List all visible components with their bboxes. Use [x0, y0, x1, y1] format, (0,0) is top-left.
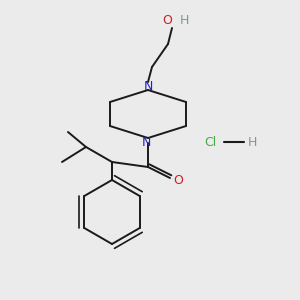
- Text: H: H: [247, 136, 257, 148]
- Text: N: N: [141, 136, 151, 149]
- Text: O: O: [162, 14, 172, 26]
- Text: O: O: [173, 173, 183, 187]
- Text: H: H: [179, 14, 189, 26]
- Text: Cl: Cl: [204, 136, 216, 148]
- Text: N: N: [143, 80, 153, 92]
